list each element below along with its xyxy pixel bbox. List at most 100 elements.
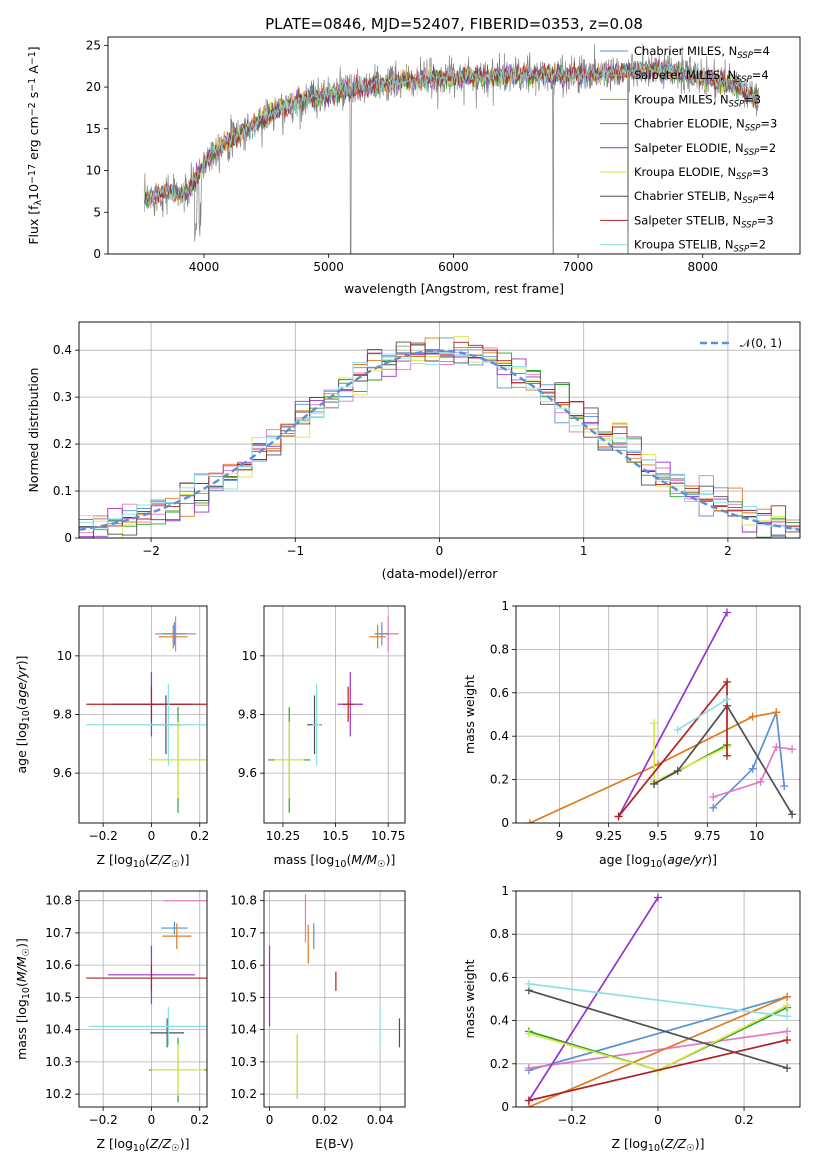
- plot-area: [79, 336, 800, 538]
- legend-tail: =3: [760, 117, 777, 131]
- legend-tail: =3: [752, 165, 769, 179]
- x-axis-label: E(B-V): [315, 1136, 354, 1151]
- x-tick-label: 0.02: [311, 1113, 338, 1127]
- errorbar-point-4: [342, 686, 354, 722]
- weight-marker: [783, 1001, 792, 1010]
- y-axis-label: mass weight: [462, 675, 477, 754]
- legend-name: Salpeter ELODIE, N: [634, 141, 744, 155]
- y-tick-label: 10.8: [45, 894, 72, 908]
- y-tick-label: 9.8: [238, 708, 257, 722]
- x-tick-label: 2: [724, 544, 732, 558]
- weight-marker: [772, 743, 781, 752]
- errorbar-point-1: [161, 921, 188, 935]
- x-axis-label: Z [log10(Z/Z☉)]: [96, 852, 189, 870]
- y-axis-label: Normed distribution: [26, 368, 41, 493]
- model-line-7: [143, 57, 759, 206]
- y-tick-label: 10.3: [45, 1055, 72, 1069]
- weight-line-4: [528, 897, 659, 1101]
- weight-marker: [756, 777, 765, 786]
- legend-tail: =4: [758, 189, 775, 203]
- plot-area: [143, 43, 760, 254]
- panel-weight-vs-Z: −0.2 0 0.2 0 0.2 0.4 0.6 0.8 1 mass weight Z [log1…: [462, 884, 801, 1154]
- legend-tail: =3: [744, 92, 761, 106]
- weight-line-8: [677, 698, 728, 731]
- legend-sub: SSP: [742, 196, 758, 206]
- x-tick-label: 10.5: [322, 829, 349, 843]
- errorbar-point-6: [86, 683, 207, 766]
- x-tick-label: 7000: [563, 260, 594, 274]
- legend-tail: =4: [752, 68, 769, 82]
- x-axis-label: (data-model)/error: [382, 566, 499, 581]
- weight-marker: [788, 810, 797, 819]
- legend-name: Chabrier ELODIE, N: [634, 117, 745, 131]
- x-tick-label: 0: [654, 1113, 662, 1127]
- legend-entry-3: Chabrier ELODIE, NSSP=3: [634, 117, 777, 134]
- x-tick-label: 9.25: [595, 829, 622, 843]
- y-tick-label: 10.2: [230, 1087, 257, 1101]
- weight-marker: [788, 745, 797, 754]
- weight-line-5: [653, 723, 728, 784]
- x-tick-label: −0.2: [89, 829, 118, 843]
- x-axis-label: mass [log10(M/M☉)]: [274, 852, 396, 870]
- histogram-step-8: [79, 349, 800, 533]
- weight-marker: [772, 708, 781, 717]
- legend-sub: SSP: [736, 172, 752, 182]
- y-tick-label: 9.6: [238, 766, 257, 780]
- weight-marker: [723, 695, 732, 704]
- y-tick-label: 5: [93, 205, 101, 219]
- axes-frame: [515, 605, 801, 824]
- x-tick-label: 0: [436, 544, 444, 558]
- x-axis-label: wavelength [Angstrom, rest frame]: [344, 281, 564, 296]
- y-tick-label: 10.7: [45, 926, 72, 940]
- weight-marker: [748, 764, 757, 773]
- legend-tail: =3: [757, 213, 774, 227]
- y-tick-label: 15: [86, 122, 101, 136]
- legend-name: Chabrier MILES, N: [634, 44, 737, 58]
- y-tick-label: 0.8: [490, 927, 509, 941]
- y-tick-label: 0: [501, 816, 509, 830]
- x-tick-label: 6000: [438, 260, 469, 274]
- legend-name: Kroupa ELODIE, N: [634, 165, 736, 179]
- y-axis-label: Flux [fλ10−17 erg cm−2 s−1 A−1]: [26, 46, 44, 244]
- errorbar-point-8: [274, 721, 304, 799]
- errorbar-point-1: [374, 622, 390, 646]
- weight-marker: [780, 782, 789, 791]
- weight-line-2: [529, 711, 777, 823]
- x-tick-label: 8000: [687, 260, 718, 274]
- y-tick-label: 0.2: [490, 773, 509, 787]
- legend-sub: SSP: [741, 220, 757, 230]
- weight-line-1: [712, 746, 793, 798]
- legend-entry-4: Salpeter ELODIE, NSSP=2: [634, 141, 776, 158]
- legend-entry-normal: 𝒩(0, 1): [740, 336, 782, 350]
- y-tick-label: 9.8: [53, 708, 72, 722]
- weight-line-0: [528, 995, 788, 1072]
- errorbar-point-4: [86, 965, 207, 991]
- weight-line-4: [617, 612, 728, 817]
- legend-entry-5: Kroupa ELODIE, NSSP=3: [634, 165, 769, 182]
- x-tick-label: 0.04: [367, 1113, 394, 1127]
- errorbar-point-6: [312, 683, 321, 766]
- plot-area: [525, 608, 797, 823]
- chart-title: PLATE=0846, MJD=52407, FIBERID=0353, z=0…: [265, 15, 643, 33]
- y-tick-label: 0.6: [490, 686, 509, 700]
- y-tick-label: 10: [242, 649, 257, 663]
- y-axis-label: age [log10(age/yr)]: [14, 656, 32, 774]
- weight-marker: [723, 608, 732, 617]
- y-tick-label: 9.6: [53, 766, 72, 780]
- weight-line-8: [528, 983, 788, 1018]
- errorbar-point-8: [149, 721, 207, 799]
- axes-frame: [263, 890, 406, 1108]
- legend-sub: SSP: [736, 75, 752, 85]
- errorbar-point-2: [162, 923, 192, 950]
- panel-age-vs-Z: −0.2 0 0.2 9.6 9.8 10 Z [log10(Z/Z☉)] age [log1…: [14, 605, 209, 870]
- weight-marker: [783, 1036, 792, 1045]
- weight-marker: [673, 725, 682, 734]
- legend-tail: =4: [753, 44, 770, 58]
- y-tick-label: 0: [501, 1100, 509, 1114]
- x-tick-label: −0.2: [89, 1113, 118, 1127]
- weight-marker: [654, 893, 662, 902]
- x-tick-label: 10: [749, 829, 764, 843]
- x-tick-label: 10.75: [371, 829, 405, 843]
- x-tick-label: 9.75: [694, 829, 721, 843]
